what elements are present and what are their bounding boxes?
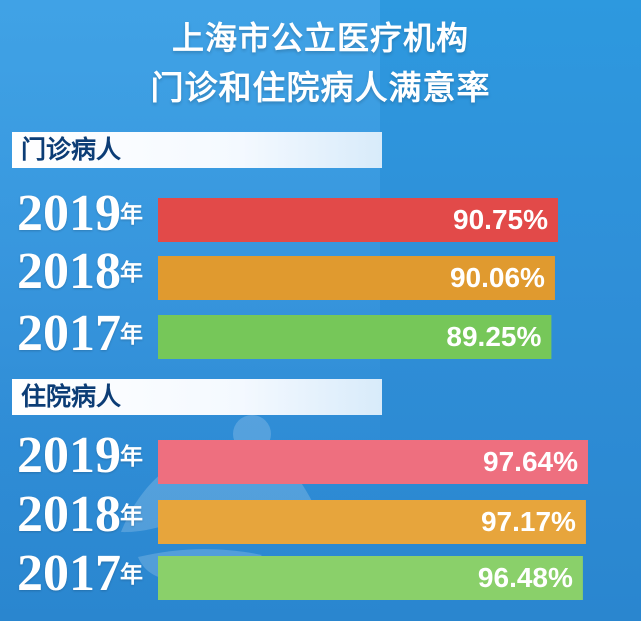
year-unit: 年 <box>120 503 143 529</box>
inpatient-value-label-2019: 97.64% <box>483 446 578 477</box>
outpatient-year-row-2017: 2017 年 <box>17 305 149 362</box>
year-unit: 年 <box>120 444 143 470</box>
inpatient-section-label: 住院病人 <box>12 379 382 415</box>
outpatient-bar-2019 <box>158 198 558 242</box>
year-unit: 年 <box>120 260 143 286</box>
inpatient-bar-2018 <box>158 500 586 544</box>
inpatient-value-label-2017: 96.48% <box>478 562 573 593</box>
outpatient-year-2018: 2018 <box>17 243 121 300</box>
inpatient-year-2018: 2018 <box>17 486 121 543</box>
outpatient-year-row-2018: 2018 年 <box>17 243 149 300</box>
inpatient-bar-2017 <box>158 556 583 600</box>
outpatient-year-2017: 2017 <box>17 305 121 362</box>
outpatient-bar-2018 <box>158 256 555 300</box>
year-unit: 年 <box>120 322 143 348</box>
page-title-line-2: 门诊和住院病人满意率 <box>150 68 491 107</box>
outpatient-value-label-2017: 89.25% <box>446 321 541 352</box>
outpatient-bar-2017 <box>158 315 552 359</box>
inpatient-year-2019: 2019 <box>17 427 121 484</box>
inpatient-year-row-2017: 2017 年 <box>17 545 149 602</box>
outpatient-value-label-2018: 90.06% <box>450 262 545 293</box>
year-unit: 年 <box>120 562 143 588</box>
inpatient-year-row-2019: 2019 年 <box>17 427 149 484</box>
inpatient-year-2017: 2017 <box>17 545 121 602</box>
inpatient-bar-2019 <box>158 440 588 484</box>
outpatient-value-label-2019: 90.75% <box>453 204 548 235</box>
year-unit: 年 <box>120 202 143 228</box>
outpatient-year-2019: 2019 <box>17 185 121 242</box>
inpatient-value-label-2018: 97.17% <box>481 506 576 537</box>
inpatient-year-row-2018: 2018 年 <box>17 486 149 543</box>
page-title-line-1: 上海市公立医疗机构 <box>171 19 469 57</box>
outpatient-year-row-2019: 2019 年 <box>17 185 149 242</box>
outpatient-section-label: 门诊病人 <box>12 132 382 168</box>
